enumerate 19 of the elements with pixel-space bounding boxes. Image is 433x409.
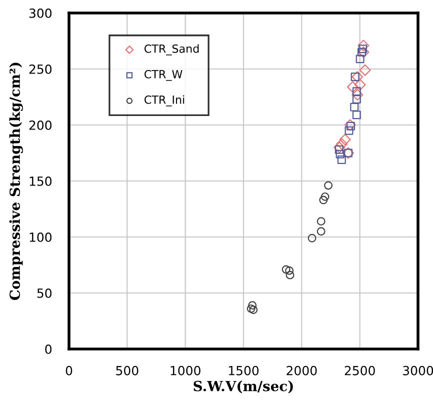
y-tick-label: 250 <box>29 64 52 74</box>
y-tick-label: 0 <box>45 344 52 354</box>
x-tick-label: 500 <box>116 366 138 376</box>
x-tick-label: 3000 <box>403 366 433 376</box>
x-tick-label: 1000 <box>170 366 200 376</box>
x-tick-label: 2500 <box>344 366 375 376</box>
y-tick-label: 300 <box>29 8 52 18</box>
legend-label: CTR_Sand <box>144 44 199 56</box>
x-tick-label: 2000 <box>286 366 317 376</box>
x-tick-label: 0 <box>66 366 72 376</box>
x-axis-title: S.W.V(m/sec) <box>194 380 293 394</box>
y-tick-label: 200 <box>29 120 52 130</box>
legend-label: CTR_Ini <box>144 95 184 106</box>
y-axis-title: Compressive Strength(kg/cm²) <box>9 62 23 300</box>
y-tick-label: 150 <box>30 176 52 186</box>
y-tick-label: 50 <box>37 288 52 298</box>
legend-label: CTR_W <box>144 70 182 81</box>
y-tick-label: 100 <box>30 232 52 242</box>
x-tick-label: 1500 <box>228 366 259 376</box>
